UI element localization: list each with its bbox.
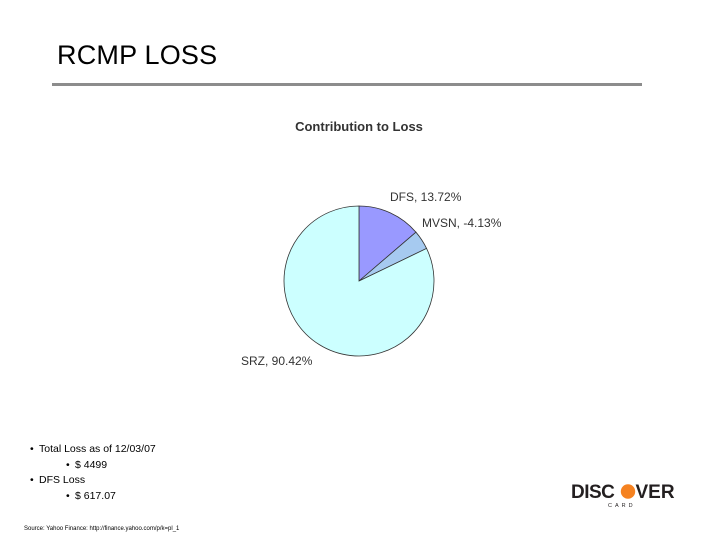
discover-logo: DISC VER CARD <box>571 480 681 510</box>
discover-logo-mark: DISC VER CARD <box>571 482 675 509</box>
bullet-subitem: • $ 4499 <box>66 458 108 471</box>
bullet-text: Total Loss as of 12/03/07 <box>39 443 156 455</box>
slide-title: RCMP LOSS <box>57 40 218 70</box>
bullet-text: $ 4499 <box>75 458 108 471</box>
pie-label-srz: SRZ, 90.42% <box>241 354 313 368</box>
bullet-text: $ 617.07 <box>75 489 116 502</box>
bullet-item: • DFS Loss <box>30 474 86 486</box>
source-note: Source: Yahoo Finance: http://finance.ya… <box>24 526 180 532</box>
logo-word-right: VER <box>636 482 675 503</box>
title-rule <box>52 83 642 86</box>
pie-slice-srz <box>283 205 435 357</box>
logo-word-left: DISC <box>571 482 615 503</box>
bullet-item: • Total Loss as of 12/03/07 <box>30 443 156 455</box>
bullet-subitem: • $ 617.07 <box>66 489 116 502</box>
pie-label-dfs: DFS, 13.72% <box>390 190 462 204</box>
chart-title: Contribution to Loss <box>295 119 423 134</box>
bullet-text: DFS Loss <box>39 474 86 486</box>
bullet-list: • Total Loss as of 12/03/07 • $ 4499 • DFS … <box>30 442 156 504</box>
pie-slices <box>283 205 435 357</box>
pie-label-mvsn: MVSN, -4.13% <box>422 216 502 230</box>
pie-slice-dfs <box>358 205 417 282</box>
logo-sub: CARD <box>608 503 636 509</box>
pie-chart: Contribution to Loss DFS, 13.72% MVSN, -4… <box>241 119 502 368</box>
logo-o-circle <box>620 484 636 499</box>
pie-labels: DFS, 13.72% MVSN, -4.13% SRZ, 90.42% <box>241 190 502 368</box>
